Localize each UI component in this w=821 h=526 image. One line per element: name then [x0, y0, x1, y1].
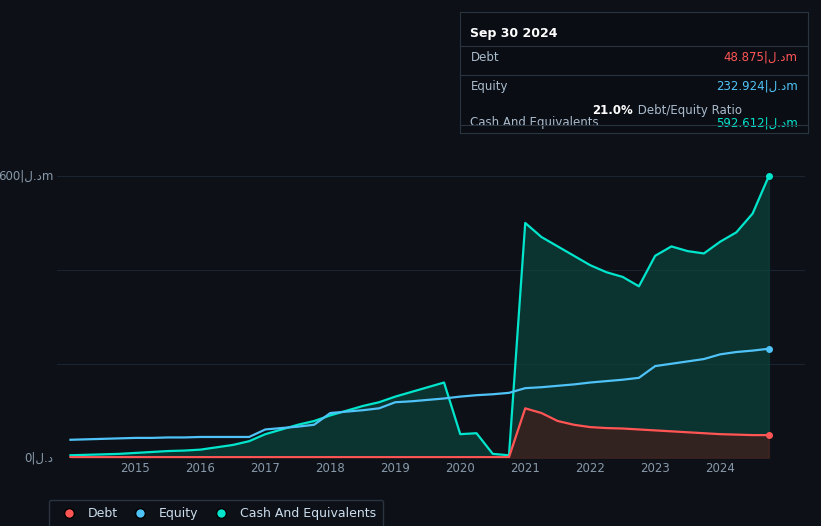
Text: 600|ل.دm: 600|ل.دm	[0, 169, 53, 183]
Text: Cash And Equivalents: Cash And Equivalents	[470, 116, 599, 129]
Text: Debt/Equity Ratio: Debt/Equity Ratio	[634, 104, 742, 117]
Text: 21.0%: 21.0%	[592, 104, 633, 117]
Text: 592.612|ل.دm: 592.612|ل.دm	[716, 116, 797, 129]
Text: 232.924|ل.دm: 232.924|ل.دm	[716, 80, 797, 93]
Text: 0|ل.د: 0|ل.د	[25, 451, 53, 464]
Text: 48.875|ل.دm: 48.875|ل.دm	[723, 50, 797, 64]
Legend: Debt, Equity, Cash And Equivalents: Debt, Equity, Cash And Equivalents	[48, 500, 383, 526]
Text: Equity: Equity	[470, 80, 508, 93]
Text: Sep 30 2024: Sep 30 2024	[470, 26, 558, 39]
Text: Debt: Debt	[470, 50, 499, 64]
